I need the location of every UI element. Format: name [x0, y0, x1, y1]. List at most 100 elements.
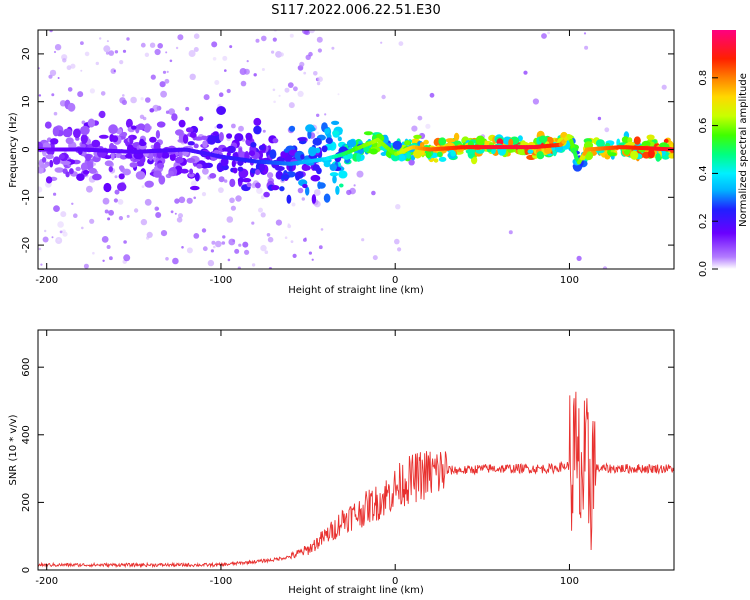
spectrogram-speckle: [164, 78, 170, 84]
spectrogram-blob: [445, 138, 456, 143]
spectrogram-blob: [404, 140, 411, 146]
spectrogram-blob: [155, 130, 160, 139]
spectrogram-speckle: [302, 30, 309, 35]
spectrogram-speckle: [397, 247, 402, 252]
spectrogram-blob: [255, 169, 261, 176]
spectrogram-blob: [108, 166, 114, 173]
spectrogram-speckle: [95, 61, 100, 66]
colorbar-tick-label: 0.0: [698, 261, 709, 277]
spectrogram-speckle: [226, 88, 231, 94]
x-tick-label: -200: [35, 576, 58, 587]
spectrogram-speckle: [57, 77, 60, 79]
x-tick-label: -200: [35, 275, 58, 286]
spectrogram-speckle: [178, 213, 183, 219]
spectrogram-blob: [437, 151, 443, 158]
spectrogram-blob: [253, 125, 262, 135]
spectrogram-blob: [280, 151, 286, 159]
spectrogram-blob: [49, 159, 54, 168]
spectrogram-speckle: [175, 46, 179, 50]
spectrogram-speckle: [119, 97, 126, 104]
spectrogram-speckle: [218, 92, 224, 97]
spectrogram-speckle: [301, 197, 305, 201]
spectrogram-blob: [438, 156, 447, 162]
spectrogram-blob: [324, 128, 330, 135]
spectrogram-blob: [148, 151, 154, 161]
spectrogram-speckle: [145, 97, 151, 103]
spectrogram-speckle: [221, 241, 226, 245]
spectrogram-speckle: [181, 246, 184, 249]
spectrogram-speckle: [59, 230, 63, 234]
spectrogram-blob: [80, 162, 88, 172]
spectrogram-blob: [655, 153, 661, 162]
x-tick-label: 100: [560, 576, 579, 587]
spectrogram-blob: [325, 137, 333, 144]
spectrogram-speckle: [186, 247, 193, 254]
spectrogram-blob: [332, 175, 337, 184]
spectrogram-speckle: [316, 113, 320, 118]
spectrogram-speckle: [408, 159, 415, 166]
spectrogram-blob: [517, 147, 525, 155]
spectrogram-blob: [646, 134, 655, 140]
x-tick-label: 0: [392, 576, 398, 587]
spectrogram-speckle: [123, 240, 127, 244]
spectrogram-blob: [329, 172, 339, 177]
spectrogram-speckle: [218, 187, 224, 194]
spectrogram-speckle: [108, 50, 115, 56]
spectrogram-speckle: [576, 255, 582, 261]
spectrogram-blob: [174, 156, 184, 164]
spectrogram-blob: [369, 148, 378, 155]
spectrogram-blob: [69, 168, 74, 175]
spectrogram-speckle: [42, 236, 49, 243]
spectrogram-speckle: [201, 228, 207, 233]
spectrogram-blob: [392, 140, 402, 150]
spectrogram-blob: [161, 151, 170, 159]
spectrogram-speckle: [117, 199, 124, 205]
spectrogram-blob: [363, 131, 373, 136]
spectrogram-blob: [180, 168, 189, 174]
spectrogram-speckle: [604, 127, 610, 133]
spectrogram-speckle: [346, 189, 352, 196]
spectrogram-speckle: [337, 93, 340, 96]
spectrogram-speckle: [211, 41, 218, 48]
spectrogram-blob: [226, 133, 233, 139]
spectrogram-speckle: [62, 58, 67, 63]
spectrogram-speckle: [51, 236, 54, 239]
spectrogram-speckle: [104, 209, 109, 214]
spectrogram-speckle: [293, 86, 298, 92]
spectrogram-speckle: [140, 218, 148, 226]
spectrogram-blob: [465, 148, 476, 155]
spectrogram-speckle: [84, 51, 90, 57]
spectrogram-blob: [157, 162, 165, 169]
spectrogram-speckle: [57, 238, 60, 242]
spectrogram-blob: [85, 161, 94, 171]
spectrogram-speckle: [150, 144, 155, 149]
spectrogram-speckle: [317, 76, 323, 82]
spectrogram-blob: [321, 145, 328, 153]
spectrogram-blob: [339, 183, 344, 188]
spectrogram-speckle: [234, 248, 240, 254]
spectrogram-blob: [300, 154, 305, 160]
spectrogram-blob: [337, 136, 342, 142]
spectrogram-blob: [110, 150, 115, 161]
spectrogram-speckle: [272, 88, 276, 92]
spectrogram-x-ticks: -200 -100 0 100: [35, 30, 579, 286]
spectrogram-speckle: [308, 251, 312, 255]
spectrogram-blob: [250, 142, 257, 148]
spectrogram-speckle: [316, 81, 321, 86]
spectrogram-speckle: [53, 111, 58, 116]
spectrogram-speckle: [356, 170, 364, 178]
spectrogram-speckle: [178, 196, 186, 204]
spectrogram-speckle: [228, 238, 236, 246]
spectrogram-speckle: [583, 32, 587, 35]
spectrogram-blob: [346, 139, 357, 148]
spectrogram-speckle: [66, 65, 72, 71]
spectrogram-blob: [450, 150, 456, 157]
spectrogram-blob: [202, 140, 208, 148]
spectrogram-speckle: [81, 226, 84, 230]
spectrogram-speckle: [73, 213, 78, 218]
spectrogram-speckle: [287, 82, 294, 88]
spectrogram-blob: [335, 185, 340, 195]
spectrogram-speckle: [77, 91, 84, 98]
spectrogram-speckle: [311, 258, 314, 261]
